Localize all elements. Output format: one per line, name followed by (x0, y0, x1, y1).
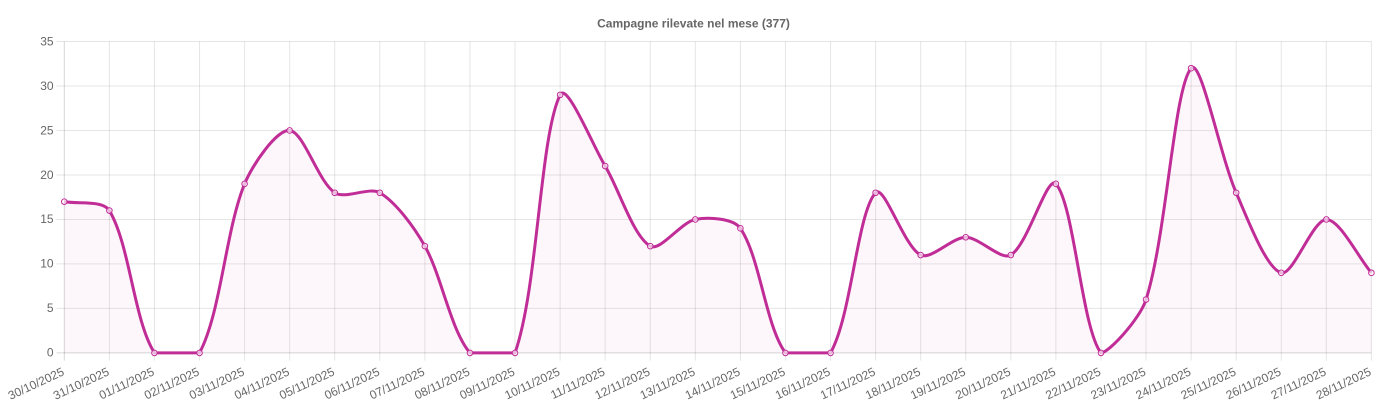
svg-text:30: 30 (40, 79, 54, 93)
svg-text:15: 15 (40, 212, 54, 226)
svg-text:25: 25 (40, 123, 54, 137)
svg-text:35: 35 (40, 34, 54, 48)
svg-text:5: 5 (47, 301, 54, 315)
svg-text:0: 0 (47, 346, 54, 360)
svg-text:20: 20 (40, 168, 54, 182)
svg-text:10: 10 (40, 257, 54, 271)
svg-text:Campagne rilevate nel mese (37: Campagne rilevate nel mese (377) (597, 16, 790, 30)
